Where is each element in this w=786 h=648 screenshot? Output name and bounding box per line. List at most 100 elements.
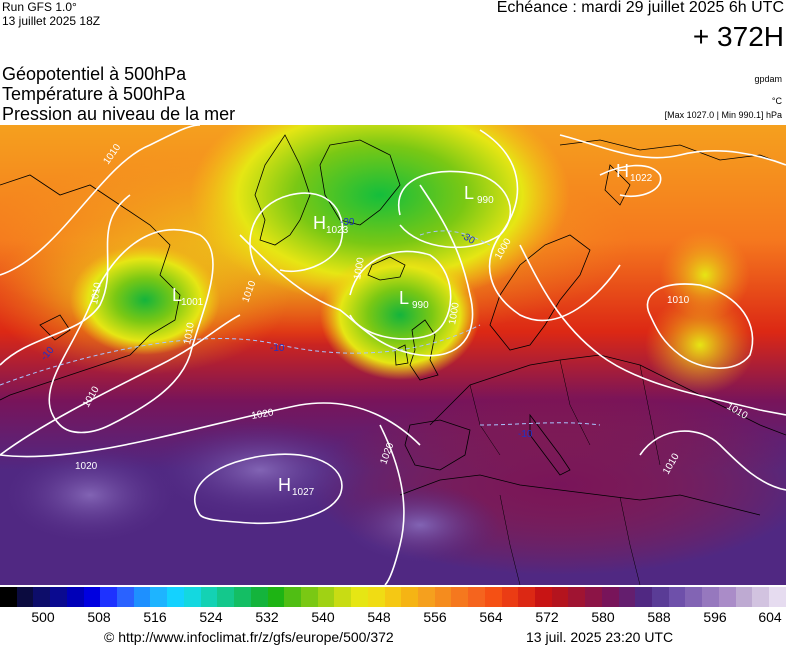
color-scale-swatch [117, 587, 134, 607]
color-scale-swatch [83, 587, 101, 607]
color-scale-swatch [635, 587, 653, 607]
center-letter: L [399, 288, 409, 308]
run-date: 13 juillet 2025 18Z [2, 14, 101, 28]
color-scale-swatch [100, 587, 118, 607]
color-scale-swatch [16, 587, 34, 607]
color-scale-swatch [718, 587, 736, 607]
scale-tick: 532 [255, 609, 279, 625]
scale-tick: 556 [423, 609, 447, 625]
center-value: 1027 [292, 487, 315, 498]
isobar-label: 1020 [251, 407, 275, 422]
isobar-label: 1010 [89, 281, 104, 305]
isobar-label: 1020 [75, 461, 98, 472]
scale-tick: 516 [143, 609, 167, 625]
color-scale-swatch [601, 587, 619, 607]
scale-tick: 500 [31, 609, 55, 625]
color-scale-swatch [585, 587, 602, 607]
color-scale-swatch [183, 587, 201, 607]
color-scale-swatch [0, 587, 17, 607]
color-scale-swatch [401, 587, 418, 607]
color-scale-swatch [217, 587, 235, 607]
isobar-label: 1010 [182, 321, 197, 345]
scale-tick: 564 [479, 609, 503, 625]
generated-timestamp: 13 juil. 2025 23:20 UTC [526, 629, 674, 645]
color-scale-swatch [267, 587, 285, 607]
center-value: 1022 [630, 173, 653, 184]
unit-pressure: [Max 1027.0 | Min 990.1] hPa [664, 110, 782, 120]
color-scale-swatch [317, 587, 335, 607]
lead-time: + 372H [692, 21, 784, 52]
scale-tick: 596 [703, 609, 727, 625]
color-scale-swatch [33, 587, 51, 607]
color-scale-swatch [652, 587, 669, 607]
color-scale-swatch [417, 587, 435, 607]
weather-map: 1010 1010 1010 1010 1010 1010 1010 1000 … [0, 125, 786, 585]
scale-tick: 524 [199, 609, 223, 625]
center-value: 1001 [181, 297, 204, 308]
center-value: 990 [412, 300, 429, 311]
color-scale-swatch [568, 587, 586, 607]
run-label: Run GFS 1.0° [2, 0, 77, 14]
isotherm-label: -10 [518, 429, 533, 440]
forecast-valid-time: Echéance : mardi 29 juillet 2025 6h UTC [496, 0, 784, 16]
layer-temperature: Température à 500hPa [2, 84, 186, 104]
color-scale-swatch [384, 587, 402, 607]
color-scale-swatch [167, 587, 184, 607]
coastlines [0, 134, 786, 585]
color-scale-swatch [66, 587, 84, 607]
color-scale-swatch [284, 587, 301, 607]
pressure-centers: H 1023 L 990 H 1022 L 1001 L 990 H 1027 [172, 161, 653, 498]
center-letter: L [464, 183, 474, 203]
color-scale-swatch [501, 587, 519, 607]
center-letter: L [172, 285, 182, 305]
color-scale-swatch [367, 587, 385, 607]
color-scale-swatch [300, 587, 318, 607]
color-scale-swatch [518, 587, 535, 607]
layer-pressure: Pression au niveau de la mer [2, 104, 236, 124]
unit-temperature: °C [771, 96, 782, 106]
scale-tick: 508 [87, 609, 111, 625]
color-scale-swatch [702, 587, 719, 607]
color-scale-swatch [769, 587, 786, 607]
center-value: 1023 [326, 225, 349, 236]
color-scale-swatch [535, 587, 552, 607]
color-scale-swatch [451, 587, 469, 607]
scale-tick: 604 [758, 609, 782, 625]
color-scale-swatch [133, 587, 151, 607]
center-letter: H [278, 475, 291, 495]
isobar-label: 1000 [447, 301, 462, 325]
color-scale-swatch [551, 587, 569, 607]
color-scale-swatch [618, 587, 636, 607]
center-letter: H [313, 213, 326, 233]
isobar-label: 1010 [667, 295, 690, 306]
color-scale-swatch [50, 587, 67, 607]
color-scale-swatch [250, 587, 268, 607]
color-scale-swatch [668, 587, 686, 607]
isotherm-label: -30 [340, 217, 355, 228]
isotherm-label: -10 [270, 343, 285, 354]
layer-geopotential: Géopotentiel à 500hPa [2, 64, 187, 84]
color-scale-swatch [735, 587, 753, 607]
center-value: 990 [477, 195, 494, 206]
scale-tick: 580 [591, 609, 615, 625]
color-scale-swatch [334, 587, 352, 607]
isobars [0, 125, 786, 585]
scale-tick: 548 [367, 609, 391, 625]
credit-link[interactable]: © http://www.infoclimat.fr/z/gfs/europe/… [104, 629, 394, 645]
color-scale-swatch [150, 587, 168, 607]
scale-tick: 588 [647, 609, 671, 625]
color-scale-ticks: 500 508 516 524 532 540 548 556 564 572 … [0, 609, 786, 627]
color-scale-swatch [200, 587, 218, 607]
unit-geopotential: gpdam [754, 74, 782, 84]
center-letter: H [616, 161, 629, 181]
color-scale-swatch [685, 587, 703, 607]
color-scale-swatch [234, 587, 251, 607]
scale-tick: 572 [535, 609, 559, 625]
color-scale-swatch [484, 587, 502, 607]
color-scale-swatch [752, 587, 770, 607]
isotherms [0, 230, 601, 426]
scale-tick: 540 [311, 609, 335, 625]
color-scale-swatch [468, 587, 485, 607]
color-scale [0, 587, 786, 607]
color-scale-swatch [351, 587, 368, 607]
